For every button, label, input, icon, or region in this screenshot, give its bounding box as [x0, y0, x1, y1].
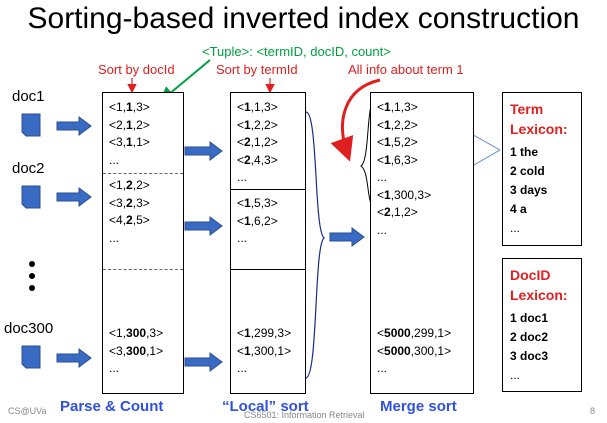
footer-left: CS@UVa — [8, 406, 47, 416]
document-icon-3 — [21, 345, 41, 369]
caption-parse-count: Parse & Count — [60, 398, 164, 415]
tuple-row: <1,2,2> — [377, 117, 418, 132]
tuple-row: <4,2,5> — [109, 213, 150, 227]
ellipsis-dot — [29, 285, 35, 291]
tuple-row: <1,6,3> — [377, 152, 418, 167]
tuple-row: ... — [377, 170, 388, 184]
tuple-row: ... — [109, 230, 120, 245]
tuple-row: <3,1,1> — [109, 135, 150, 149]
tuple-row: <1,300,3> — [377, 187, 432, 202]
tuple-label: <Tuple>: <termID, docID, count> — [202, 44, 391, 59]
block-arrow-local-3 — [184, 352, 223, 372]
parse-count-column: <1,1,3> <2,1,2> <3,1,1>... <1,2,2> <3,2,3> <… — [102, 92, 184, 394]
block-arrow-local-2 — [184, 216, 223, 236]
lexicon-heading: DocID — [510, 267, 551, 283]
lexicon-item: 1 the — [510, 145, 539, 159]
tuple-row: ... — [237, 361, 248, 375]
document-icon-2 — [21, 185, 41, 209]
doc-label: doc1 — [12, 88, 45, 105]
tuple-row: <3,2,3> — [109, 195, 150, 210]
lexicon-item: 1 doc1 — [510, 311, 549, 325]
page-title: Sorting-based inverted index constructio… — [27, 2, 580, 35]
tuple-row: <1,2,2> — [237, 117, 278, 132]
tuple-row: <2,4,3> — [237, 152, 278, 167]
lexicon-item: ... — [510, 368, 521, 382]
tuple-row: <1,1,3> — [109, 100, 150, 114]
block-arrow-doc2 — [56, 187, 92, 207]
tuple-row: ... — [237, 231, 248, 245]
docid-lexicon-box: DocID Lexicon: 1 doc1 2 doc2 3 doc3 ... — [502, 258, 582, 392]
tuple-row: <1,1,3> — [377, 100, 418, 114]
lexicon-item: ... — [510, 221, 521, 235]
tuple-row: ... — [377, 361, 388, 375]
lexicon-heading: Term — [510, 101, 544, 117]
tuple-row: <1,5,2> — [377, 135, 418, 149]
merge-sort-column: <1,1,3> <1,2,2> <1,5,2> <1,6,3>... <1,300,3>… — [370, 92, 474, 394]
doc-label: doc300 — [4, 320, 54, 337]
tuple-row: <2,1,2> — [109, 117, 150, 132]
caption-local-sort: “Local” sort — [222, 398, 309, 415]
group-divider — [231, 189, 305, 190]
sort-by-docid-label: Sort by docId — [98, 62, 175, 77]
tuple-row: ... — [237, 170, 248, 184]
lexicon-item: 2 doc2 — [510, 330, 549, 344]
tuple-row: <5000,299,1> — [377, 326, 452, 340]
tuple-row: ... — [109, 152, 120, 167]
group-divider — [103, 173, 183, 174]
local-sort-column: <1,1,3> <1,2,2> <2,1,2> <2,4,3>... <1,5,3> <… — [230, 92, 306, 394]
lexicon-item: 3 days — [510, 183, 548, 197]
tuple-row: <1,300,3> — [109, 326, 164, 340]
tuple-row: <2,1,2> — [237, 135, 278, 149]
document-icon-1 — [21, 113, 41, 137]
lexicon-heading: Lexicon: — [510, 287, 568, 303]
doc-label: doc2 — [12, 160, 45, 177]
tuple-row: <1,1,3> — [237, 100, 278, 114]
ellipsis-dot — [29, 261, 35, 267]
caption-merge-sort: Merge sort — [380, 398, 457, 415]
tuple-row: <2,1,2> — [377, 205, 418, 219]
lexicon-heading: Lexicon: — [510, 121, 568, 137]
group-divider — [231, 269, 305, 270]
merge-brace — [305, 111, 325, 379]
tuple-row: <3,300,1> — [109, 343, 164, 358]
tuple-row: <1,300,1> — [237, 343, 292, 358]
tuple-row: ... — [109, 361, 120, 375]
lexicon-item: 3 doc3 — [510, 349, 549, 363]
lexicon-item: 4 a — [510, 202, 527, 216]
tuple-row: <5000,300,1> — [377, 343, 452, 358]
sort-by-termid-label: Sort by termId — [216, 62, 298, 77]
red-curved-arrow — [330, 78, 381, 162]
tuple-row: <1,299,3> — [237, 326, 292, 340]
block-arrow-doc300 — [56, 348, 92, 368]
lexicon-item: 2 cold — [510, 164, 545, 178]
tuple-row: <1,2,2> — [109, 178, 150, 192]
tuple-row: <1,5,3> — [237, 196, 278, 210]
block-arrow-doc1 — [56, 116, 92, 136]
footer-page-number: 8 — [590, 406, 596, 416]
tuple-row: <1,6,2> — [237, 213, 278, 228]
term-lexicon-box: Term Lexicon: 1 the 2 cold 3 days 4 a ..… — [502, 92, 582, 246]
tuple-row: ... — [377, 222, 388, 237]
ellipsis-dot — [29, 273, 35, 279]
all-info-label: All info about term 1 — [348, 62, 464, 77]
block-arrow-merge — [329, 227, 365, 247]
block-arrow-local-1 — [184, 141, 223, 161]
group-divider — [103, 269, 183, 270]
footer-center: CS6501: Information Retrieval — [244, 410, 365, 420]
